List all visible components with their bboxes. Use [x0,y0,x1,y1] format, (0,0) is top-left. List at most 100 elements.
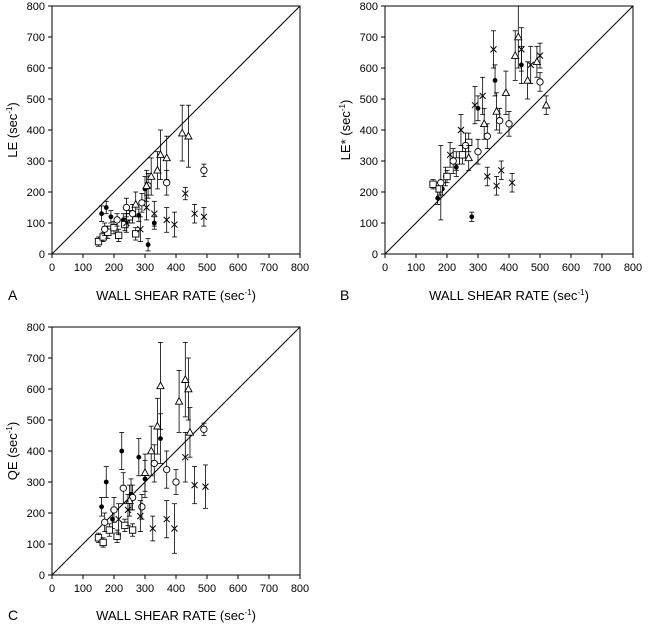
data-point-circle [150,444,158,483]
data-point-x [479,76,487,115]
data-point-dot [103,200,109,215]
x-axis-label: WALL SHEAR RATE (sec-1) [429,288,589,303]
panel-a: 0 100 200 300 400 500 600 700 800 0 100 200 300 400 50… [5,1,309,303]
marker-x [497,166,505,174]
data-point-tri [464,145,474,171]
data-point-x [143,194,150,221]
data-point-x [115,503,123,536]
y-tick-label: 600 [27,63,45,75]
y-tick-label: 300 [27,477,45,489]
data-point-square [128,523,137,537]
y-tick-label: 100 [27,539,45,551]
x-tick-label: 400 [167,583,185,595]
y-tick-label: 400 [27,446,45,458]
marker-open-square [458,151,467,159]
marker-filled-circle [136,454,142,460]
x-tick-label: 700 [260,262,278,274]
x-tick-label: 600 [562,262,580,274]
marker-filled-circle [108,214,114,220]
marker-open-circle [150,459,158,468]
data-point-x [202,464,209,509]
marker-open-circle [101,518,109,526]
data-point-x [181,186,189,201]
marker-x [150,210,158,218]
x-tick-label: 800 [291,583,309,595]
panel-letter: B [340,287,349,303]
data-point-dot [435,191,441,205]
x-tick-label: 600 [229,262,247,274]
y-tick-label: 800 [27,1,45,13]
data-point-square [443,169,451,184]
panel-letter: A [8,287,18,303]
marker-x [191,481,198,489]
marker-filled-circle [469,214,475,220]
data-point-tri [156,342,165,430]
marker-open-square [132,230,140,238]
x-tick-label: 500 [198,583,216,595]
x-tick-label: 400 [500,262,518,274]
y-tick-label: 600 [360,63,378,75]
marker-open-circle [536,78,544,86]
data-point-dot [136,438,142,477]
marker-open-circle [113,216,121,224]
marker-filled-circle [492,78,498,83]
marker-open-circle [163,465,171,474]
x-tick-label: 300 [136,262,154,274]
y-tick-label: 600 [27,384,45,396]
marker-x [149,525,157,532]
marker-x [124,506,132,514]
x-tick-label: 0 [49,583,55,595]
marker-x [536,52,544,59]
data-point-x [171,503,178,554]
marker-open-triangle [180,374,190,383]
data-point-tri [153,397,162,455]
panel-c: 0 100 200 300 400 500 600 700 800 0 100 200 300 400 50… [5,322,309,623]
marker-open-triangle [185,427,195,436]
data-point-tri [140,453,150,492]
marker-x [202,483,209,491]
x-tick-label: 400 [167,262,185,274]
y-tick-label: 700 [27,353,45,365]
data-point-dot [475,95,481,122]
data-point-square [94,532,103,543]
y-axis-label: LE (sec-1) [5,102,20,158]
x-tick-label: 100 [74,583,92,595]
marker-open-triangle [146,446,156,455]
data-point-x [508,172,516,193]
y-tick-label: 100 [27,218,45,230]
marker-open-triangle [184,384,193,393]
data-point-x [483,166,491,187]
marker-x [143,204,150,211]
marker-open-triangle [156,150,165,159]
marker-filled-circle [158,436,163,441]
data-point-tri [174,369,184,433]
y-tick-label: 0 [39,570,45,582]
data-point-tri [185,407,195,458]
data-point-tri [523,61,532,100]
marker-open-triangle [513,32,523,41]
data-point-tri [479,107,489,140]
marker-x [446,151,454,159]
data-point-tri [146,157,156,196]
marker-x [163,216,171,224]
data-point-tri [492,92,501,131]
data-point-square [105,523,114,537]
x-tick-label: 100 [407,262,425,274]
y-tick-label: 100 [360,218,378,230]
marker-open-triangle [492,106,501,115]
marker-open-triangle [153,421,162,430]
x-tick-label: 800 [291,262,309,274]
marker-open-square [105,526,114,534]
data-point-circle [437,145,445,221]
data-point-dot [492,64,498,97]
marker-open-square [99,538,107,547]
y-tick-label: 0 [39,249,45,261]
data-point-x [171,211,178,238]
marker-x [171,221,178,228]
marker-open-square [443,172,451,181]
data-point-tri [541,95,551,115]
data-point-x [457,114,465,146]
data-point-circle [163,450,171,489]
data-point-square [99,231,107,243]
marker-open-triangle [541,100,551,109]
